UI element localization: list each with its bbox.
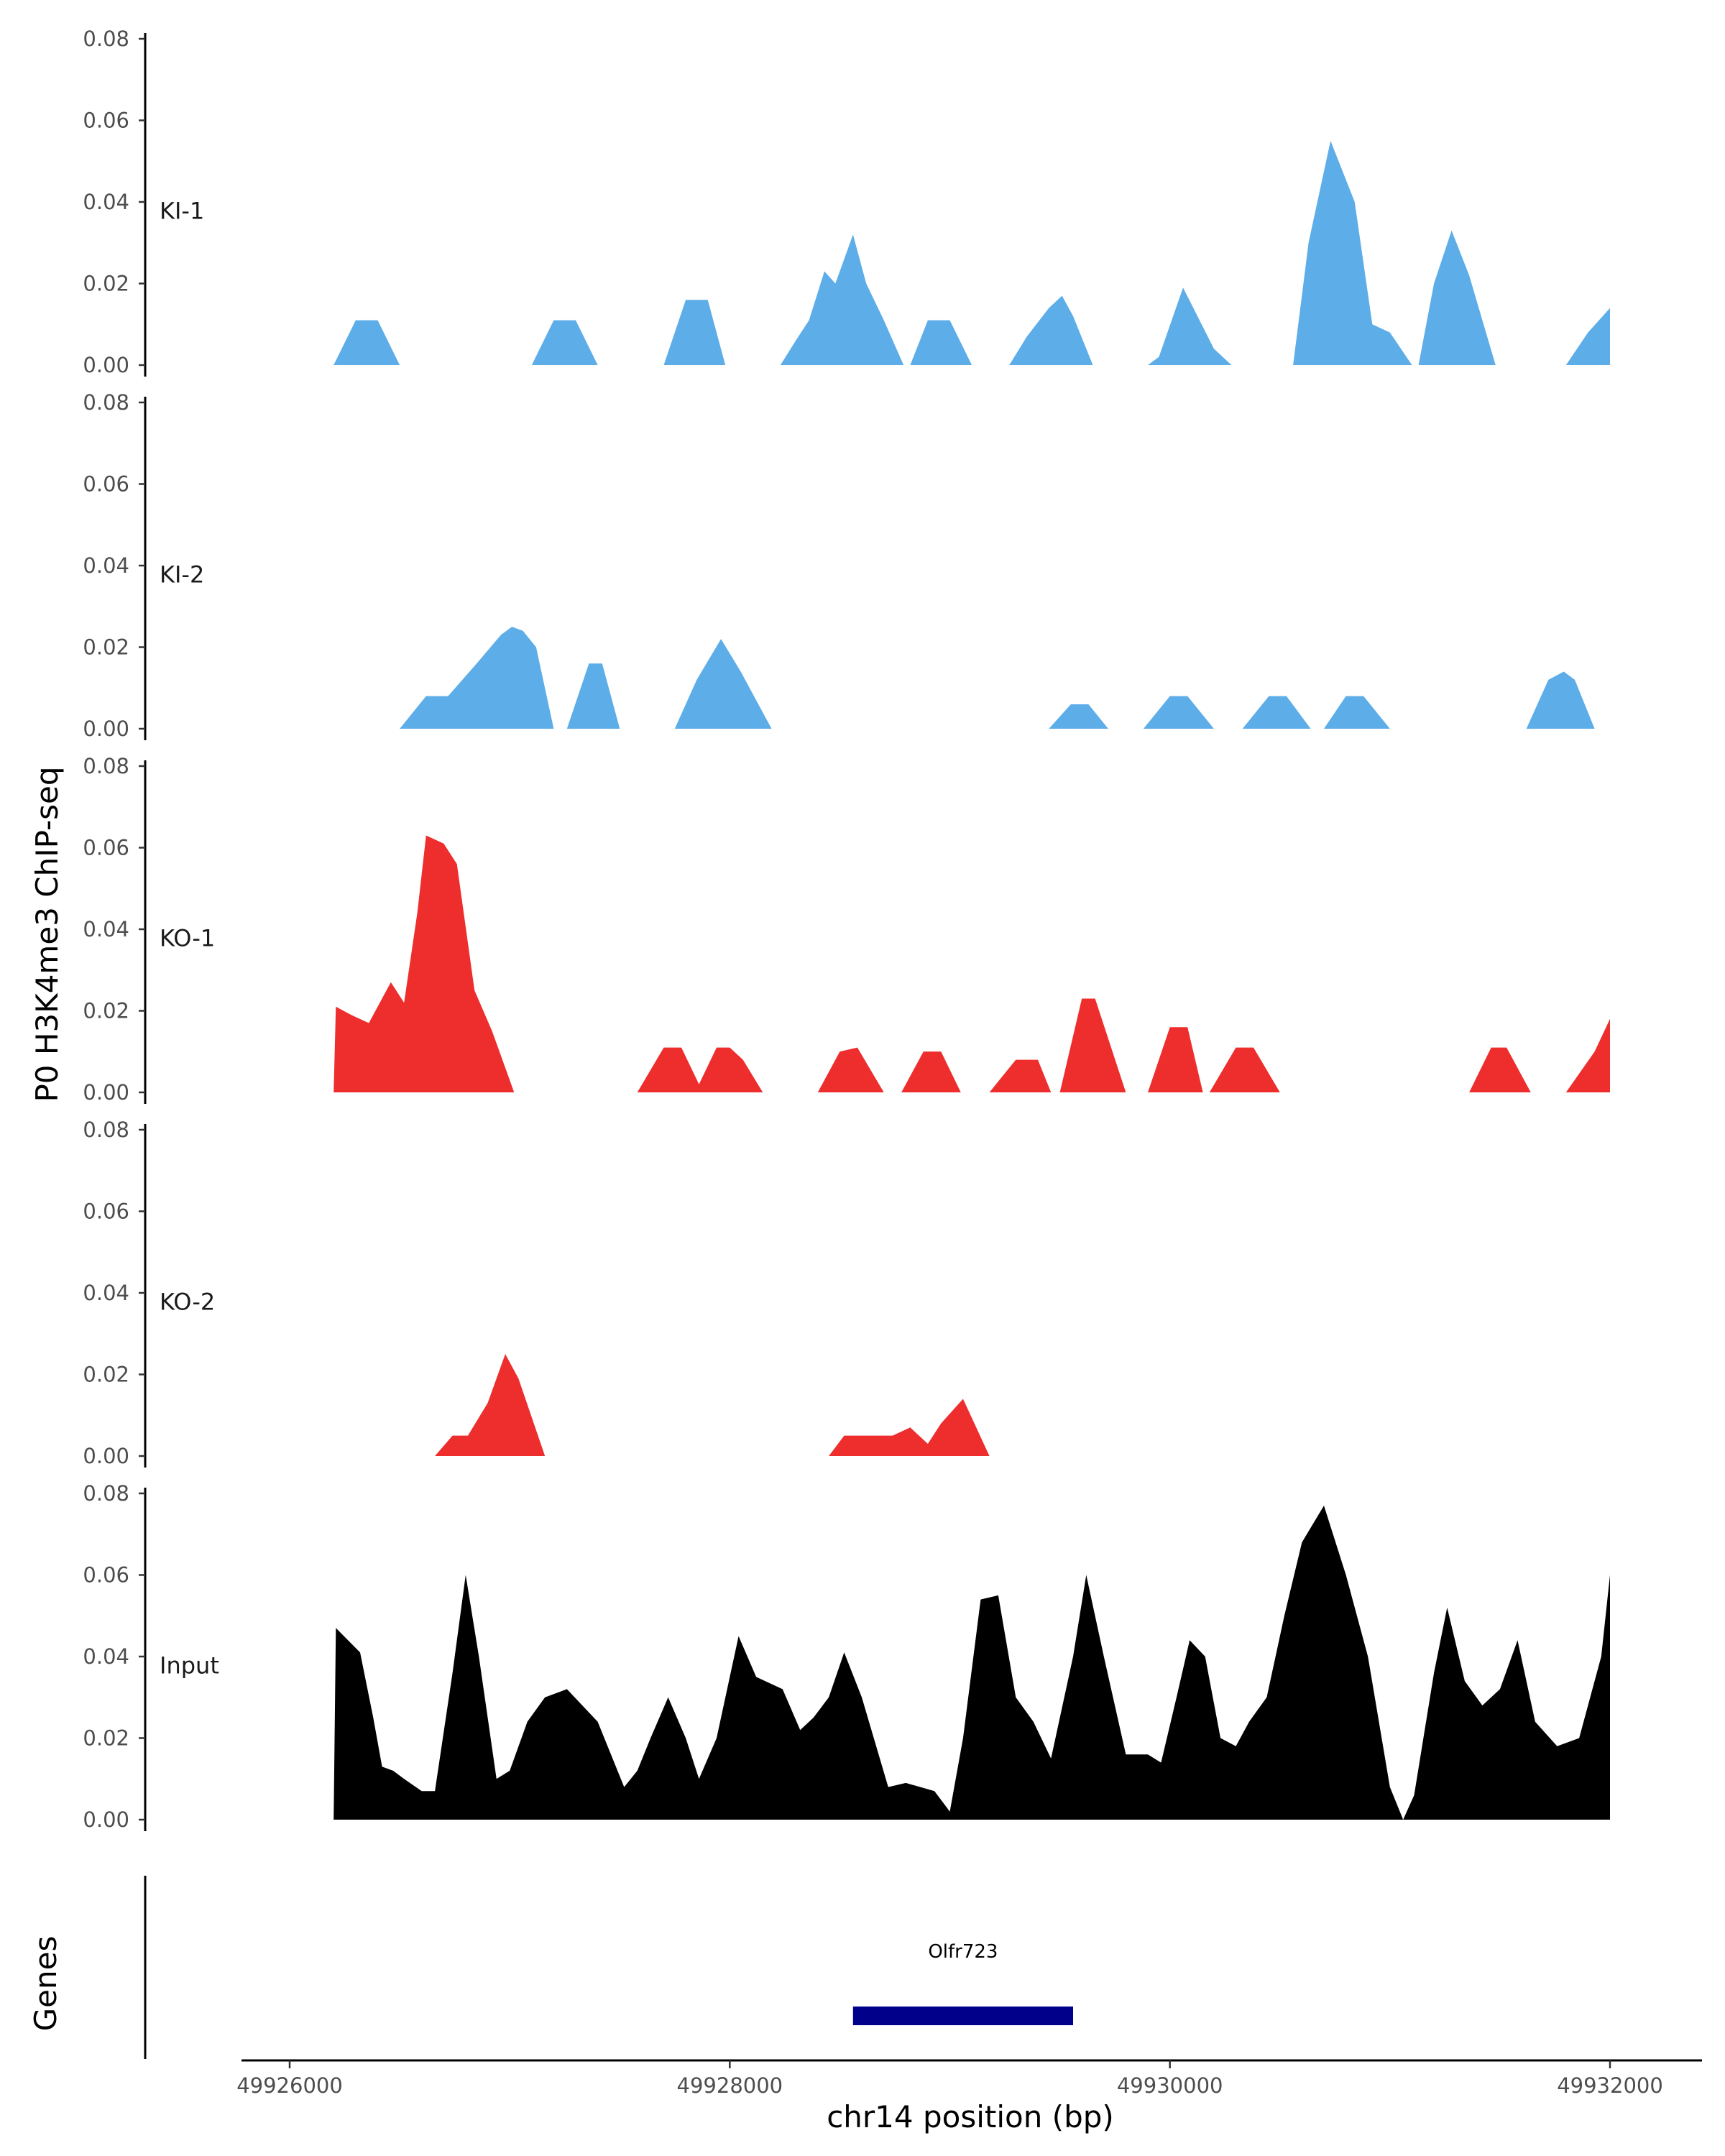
x-tick-label: 49930000 (1117, 2073, 1223, 2098)
y-tick-label-ki-1: 0.08 (83, 27, 129, 51)
y-tick-label-ki-1: 0.00 (83, 353, 129, 377)
tracks-group: 0.00 0.02 0.04 0.06 0.08 KI-1 0.00 0.02 0.04 0.06… (83, 27, 1611, 1832)
y-tick-label-ko-1: 0.02 (83, 999, 129, 1023)
track-label-ki-1: KI-1 (160, 197, 204, 224)
gene-label-olfr723: Olfr723 (928, 1941, 998, 1963)
y-tick-label-ko-1: 0.00 (83, 1080, 129, 1105)
signal-area-ki-1 (334, 140, 1611, 365)
x-tick-label: 49926000 (236, 2073, 343, 2098)
x-tick-label: 49928000 (677, 2073, 783, 2098)
gene-bar-olfr723 (852, 2007, 1073, 2025)
signal-area-ko-1 (334, 835, 1611, 1092)
y-tick-label-ko-1: 0.04 (83, 917, 129, 941)
track-ko-2: 0.00 0.02 0.04 0.06 0.08 KO-2 (83, 1118, 990, 1468)
y-axis-title: P0 H3K4me3 ChIP-seq (29, 766, 65, 1102)
track-ko-1: 0.00 0.02 0.04 0.06 0.08 KO-1 (83, 754, 1611, 1105)
x-tick-label: 49932000 (1557, 2073, 1663, 2098)
y-tick-label-ki-1: 0.02 (83, 272, 129, 296)
track-label-ki-2: KI-2 (160, 561, 204, 588)
y-tick-label-ki-1: 0.04 (83, 190, 129, 214)
track-ki-1: 0.00 0.02 0.04 0.06 0.08 KI-1 (83, 27, 1611, 377)
y-tick-label-ko-2: 0.02 (83, 1363, 129, 1387)
y-tick-label-ki-2: 0.00 (83, 717, 129, 741)
signal-area-input (334, 1506, 1611, 1820)
y-tick-label-ki-2: 0.04 (83, 553, 129, 578)
signal-area-ko-2 (435, 1354, 990, 1456)
y-tick-label-ki-2: 0.08 (83, 390, 129, 415)
y-tick-label-input: 0.04 (83, 1644, 129, 1669)
y-tick-label-input: 0.08 (83, 1481, 129, 1506)
x-axis: 49926000 49928000 49930000 49932000 (236, 2059, 1702, 2098)
track-input: 0.00 0.02 0.04 0.06 0.08 Input (83, 1481, 1611, 1832)
y-tick-label-input: 0.06 (83, 1563, 129, 1588)
track-label-ko-1: KO-1 (160, 924, 215, 952)
y-tick-label-ko-2: 0.04 (83, 1281, 129, 1305)
signal-area-ki-2 (400, 627, 1595, 729)
y-tick-label-ki-1: 0.06 (83, 109, 129, 133)
y-tick-label-ko-1: 0.06 (83, 836, 129, 860)
y-tick-label-input: 0.00 (83, 1807, 129, 1832)
y-tick-label-ki-2: 0.06 (83, 472, 129, 497)
y-tick-label-ko-1: 0.08 (83, 754, 129, 778)
y-tick-label-ko-2: 0.08 (83, 1118, 129, 1142)
track-label-ko-2: KO-2 (160, 1288, 215, 1315)
y-tick-label-ko-2: 0.00 (83, 1444, 129, 1468)
x-axis-title: chr14 position (bp) (827, 2099, 1114, 2134)
track-label-input: Input (160, 1651, 219, 1679)
y-tick-label-ki-2: 0.02 (83, 635, 129, 660)
track-ki-2: 0.00 0.02 0.04 0.06 0.08 KI-2 (83, 390, 1595, 741)
gene-panel: Olfr723 (144, 1876, 1073, 2059)
y-tick-label-input: 0.02 (83, 1726, 129, 1751)
y-tick-label-ko-2: 0.06 (83, 1199, 129, 1224)
genes-panel-title: Genes (28, 1936, 63, 2032)
